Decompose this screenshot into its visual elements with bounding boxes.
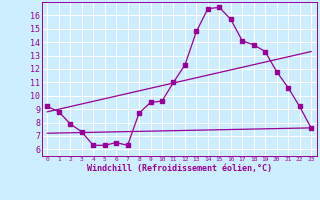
X-axis label: Windchill (Refroidissement éolien,°C): Windchill (Refroidissement éolien,°C) xyxy=(87,164,272,173)
